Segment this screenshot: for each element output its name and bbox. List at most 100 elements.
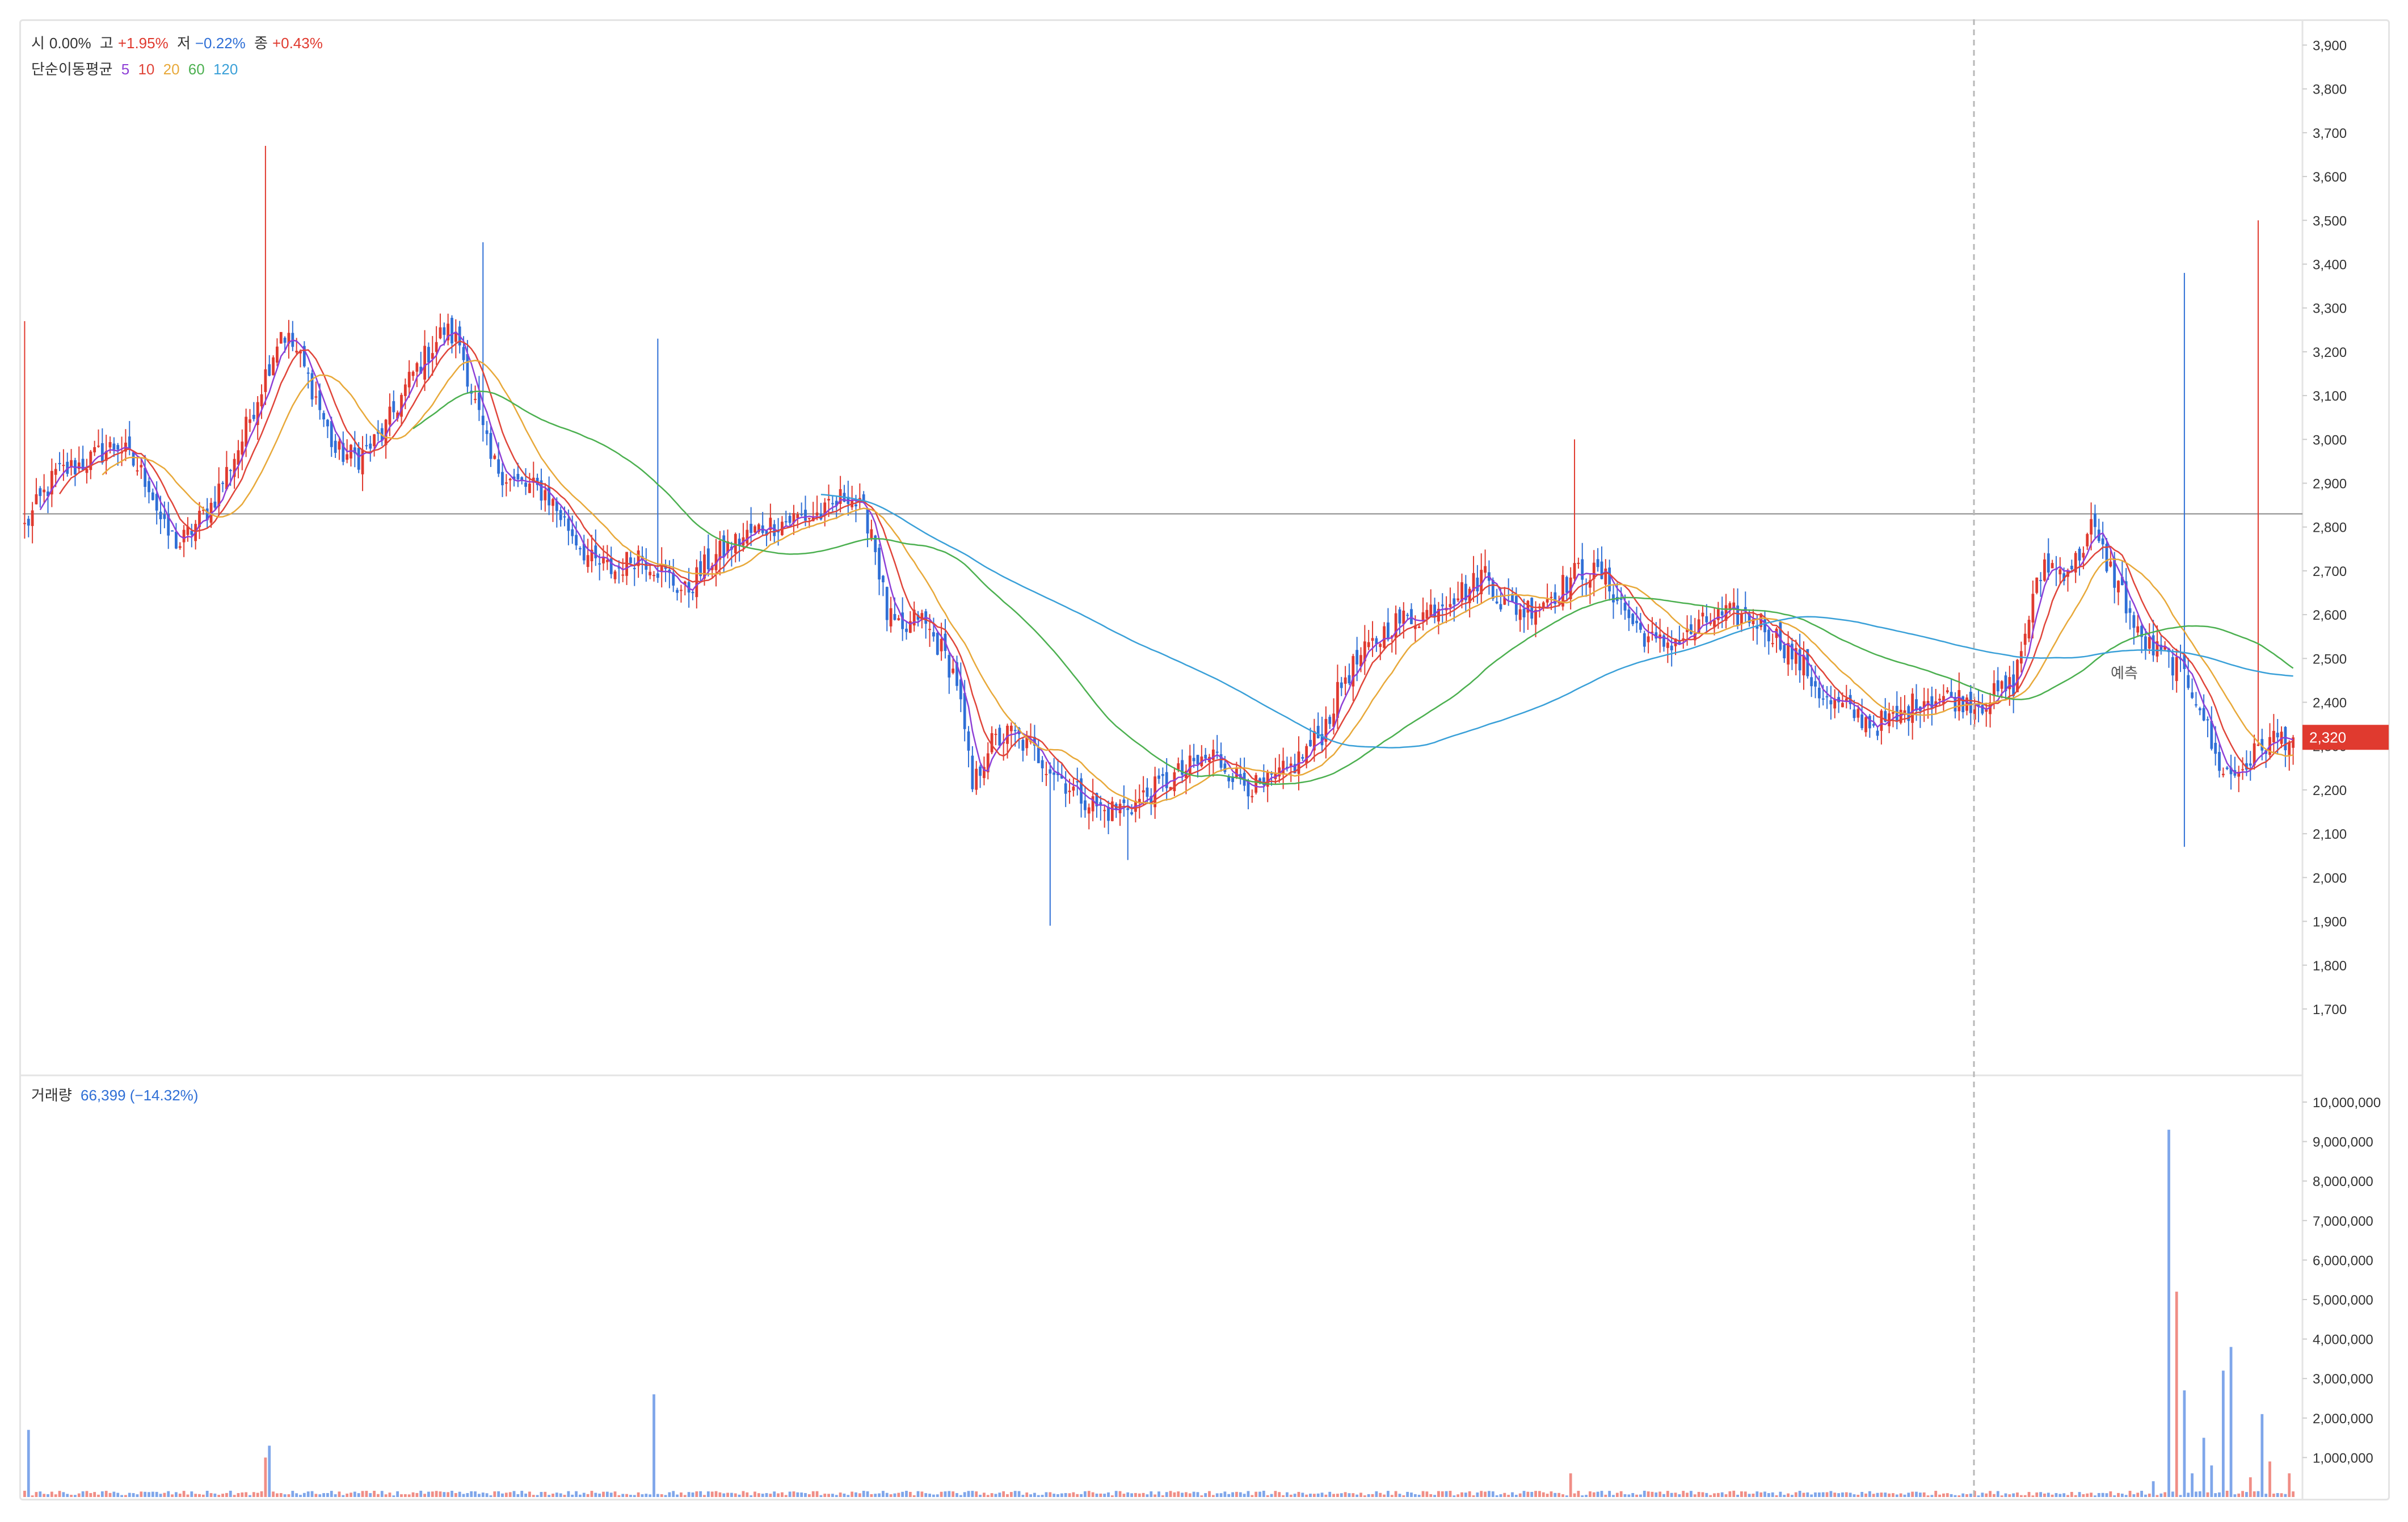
candle-body (544, 490, 547, 501)
candle-body (1173, 772, 1176, 792)
volume-bar (691, 1492, 694, 1497)
candle-body (555, 501, 558, 511)
candle-body (2284, 726, 2287, 751)
candle-body (1554, 592, 1557, 604)
volume-bar (462, 1494, 465, 1497)
volume-bar (1534, 1491, 1537, 1497)
candle-body (58, 463, 61, 464)
volume-bar (1557, 1492, 1561, 1497)
candle-body (1286, 767, 1289, 768)
volume-bar (330, 1491, 333, 1497)
candle-body (252, 414, 255, 419)
candle-body (827, 499, 830, 501)
candle-body (1247, 781, 1250, 797)
volume-bar (380, 1491, 384, 1497)
volume-bar (1262, 1490, 1265, 1497)
candle-body (1254, 775, 1258, 793)
volume-bar (1204, 1493, 1207, 1497)
candle-body (205, 508, 209, 520)
candle-body (1627, 609, 1631, 619)
volume-bar (225, 1492, 228, 1497)
volume-bar (1161, 1495, 1164, 1497)
volume-bar (1942, 1493, 1945, 1497)
price-tick-label: 2,100 (2313, 827, 2347, 842)
volume-bar (2082, 1494, 2085, 1497)
volume-bar (819, 1495, 823, 1497)
volume-bar (750, 1495, 753, 1497)
volume-bar (1363, 1495, 1366, 1497)
volume-bar (2043, 1493, 2046, 1497)
volume-bar (2233, 1494, 2237, 1497)
volume-bar (2264, 1494, 2268, 1497)
volume-bar (1779, 1491, 1782, 1497)
candle-body (1138, 798, 1141, 803)
candle-body (1884, 711, 1887, 722)
volume-bar (427, 1491, 430, 1497)
volume-bar (245, 1492, 248, 1497)
candle-body (1899, 709, 1902, 723)
price-tick-label: 2,000 (2313, 871, 2347, 886)
volume-bar (796, 1492, 799, 1497)
volume-bar (858, 1493, 861, 1497)
candle-body (1895, 705, 1898, 721)
volume-bar (893, 1493, 896, 1497)
price-axis: 3,900 3,800 3,700 3,600 3,500 3,400 3,300 3,200… (2302, 38, 2347, 1018)
volume-bar (120, 1495, 123, 1497)
candle-body (676, 590, 679, 593)
candle-body (35, 494, 38, 504)
volume-bar (710, 1491, 714, 1497)
candle-body (1794, 648, 1797, 664)
volume-tick-label: 9,000,000 (2313, 1135, 2373, 1150)
volume-bar (629, 1495, 632, 1497)
candle-body (361, 449, 364, 474)
candle-body (407, 372, 411, 388)
candle-body (1973, 705, 1976, 720)
volume-bar (1612, 1495, 1615, 1497)
candle-body (148, 481, 150, 493)
volume-bar (1802, 1492, 1805, 1497)
volume-bar (2284, 1494, 2287, 1497)
volume-bar (2074, 1495, 2077, 1497)
candle-body (652, 575, 655, 577)
volume-bar (2066, 1495, 2069, 1497)
volume-bar (1651, 1491, 1654, 1497)
candle-body (260, 394, 263, 407)
volume-bar (552, 1493, 554, 1497)
candle-body (233, 459, 236, 477)
volume-bar (1142, 1492, 1145, 1497)
candle-body (878, 548, 881, 580)
volume-bar (1957, 1495, 1961, 1497)
candle-body (706, 548, 710, 570)
volume-bar (1682, 1491, 1685, 1497)
candle-body (769, 518, 772, 530)
volume-bar (1732, 1490, 1736, 1497)
ma-legend[interactable]: 단순이동평균 5 10 20 60 120 (31, 58, 242, 79)
volume-bar (213, 1493, 217, 1497)
price-tick-label: 3,200 (2313, 345, 2347, 360)
volume-bar (1911, 1491, 1914, 1497)
volume-bar (2229, 1347, 2233, 1497)
volume-bar (1437, 1491, 1440, 1497)
candle-body (431, 353, 434, 359)
volume-bar (2179, 1495, 2182, 1497)
volume-bar (77, 1493, 81, 1497)
candle-body (2257, 745, 2260, 746)
current-price-tag: 2,320 (2302, 725, 2389, 750)
candle-body (1608, 567, 1611, 592)
candle-body (295, 351, 298, 353)
candle-body (1084, 800, 1087, 810)
volume-bar (1530, 1491, 1534, 1497)
ma-60-label: 60 (188, 61, 205, 78)
candle-body (1336, 682, 1339, 718)
candle-body (334, 440, 337, 453)
forecast-marker: 예측 (1973, 19, 2138, 1500)
volume-bar (384, 1494, 388, 1497)
volume-bar (411, 1492, 415, 1497)
volume-bar (1736, 1494, 1739, 1497)
price-tick-label: 2,200 (2313, 783, 2347, 798)
volume-bar (2019, 1495, 2023, 1497)
candle-body (2047, 553, 2050, 573)
candle-body (357, 448, 360, 470)
candle-body (1526, 600, 1530, 613)
